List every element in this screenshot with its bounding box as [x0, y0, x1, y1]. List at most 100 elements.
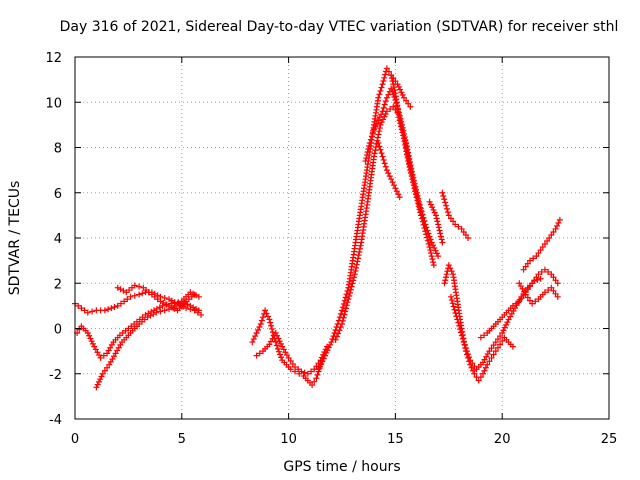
data-point — [127, 293, 134, 300]
data-point — [423, 231, 430, 238]
data-point — [368, 133, 375, 140]
data-point — [433, 215, 440, 222]
data-point — [267, 319, 274, 326]
data-point — [395, 83, 402, 90]
data-point — [357, 242, 364, 249]
data-point — [426, 244, 433, 251]
data-point — [97, 376, 104, 383]
data-point — [274, 332, 281, 339]
data-point — [319, 358, 326, 365]
data-point — [556, 216, 563, 223]
data-point — [409, 176, 416, 183]
data-point — [373, 120, 380, 127]
data-point — [268, 325, 275, 332]
data-point — [381, 113, 388, 120]
data-point — [356, 245, 363, 252]
data-point — [402, 140, 409, 147]
data-point — [438, 236, 445, 243]
data-point — [454, 316, 461, 323]
data-point — [428, 250, 434, 257]
data-point — [407, 163, 414, 170]
data-point — [383, 94, 390, 101]
data-point — [544, 238, 551, 245]
data-point — [481, 332, 488, 339]
data-point — [417, 209, 424, 216]
data-point — [124, 296, 131, 303]
data-point — [442, 199, 449, 206]
data-point — [459, 335, 466, 342]
data-point — [101, 307, 108, 314]
data-point — [455, 319, 462, 326]
data-point — [400, 94, 407, 101]
data-point — [456, 322, 463, 329]
data-point — [427, 201, 434, 208]
data-point — [465, 351, 472, 358]
data-point — [526, 257, 533, 264]
data-point — [353, 261, 360, 268]
x-tick-label: 5 — [178, 432, 186, 447]
data-point — [381, 101, 388, 108]
data-point — [398, 121, 405, 128]
data-point — [550, 274, 557, 281]
data-point — [394, 81, 401, 88]
y-axis-label: SDTVAR / TECUs — [7, 181, 23, 296]
series-arc-o — [516, 280, 561, 307]
data-point — [416, 206, 423, 213]
data-point — [394, 103, 401, 110]
data-point — [477, 374, 484, 381]
data-point — [343, 302, 350, 309]
data-point — [111, 304, 118, 311]
data-point — [372, 123, 379, 130]
data-point — [450, 218, 457, 225]
y-tick-label: -2 — [49, 368, 62, 383]
data-point — [318, 360, 325, 367]
data-point — [340, 300, 347, 307]
data-point — [371, 150, 378, 157]
data-point — [433, 250, 440, 257]
data-point — [191, 291, 198, 298]
data-point — [418, 215, 425, 222]
data-point — [436, 227, 443, 234]
data-point — [289, 360, 296, 367]
data-point — [258, 317, 265, 324]
data-point — [87, 335, 94, 342]
data-point — [76, 326, 83, 333]
data-point — [402, 137, 409, 144]
data-point — [475, 377, 482, 384]
data-point — [171, 299, 178, 306]
data-point — [348, 283, 355, 290]
data-point — [530, 255, 537, 262]
data-point — [256, 350, 263, 357]
data-point — [381, 160, 388, 167]
data-point — [486, 358, 493, 365]
data-point — [268, 322, 275, 329]
data-point — [375, 117, 382, 124]
data-point — [98, 373, 105, 380]
data-point — [497, 333, 504, 340]
data-point — [339, 317, 346, 324]
data-point — [400, 130, 407, 137]
data-point — [453, 313, 460, 320]
data-point — [393, 100, 400, 107]
data-point — [430, 206, 437, 213]
data-point — [383, 65, 390, 72]
data-point — [347, 286, 354, 293]
data-point — [311, 378, 318, 385]
data-point — [375, 94, 382, 101]
data-point — [461, 342, 468, 349]
data-point — [371, 126, 378, 133]
data-point — [548, 284, 555, 291]
data-point — [432, 247, 439, 254]
data-point — [378, 84, 385, 91]
data-point — [399, 92, 406, 99]
data-point — [404, 150, 411, 157]
data-point — [388, 72, 395, 79]
data-point — [84, 309, 91, 316]
data-point — [183, 305, 190, 312]
data-point — [139, 290, 146, 297]
data-point — [95, 378, 102, 385]
data-point — [274, 345, 281, 352]
data-point — [463, 348, 470, 355]
data-point — [414, 197, 421, 204]
data-point — [308, 368, 315, 375]
